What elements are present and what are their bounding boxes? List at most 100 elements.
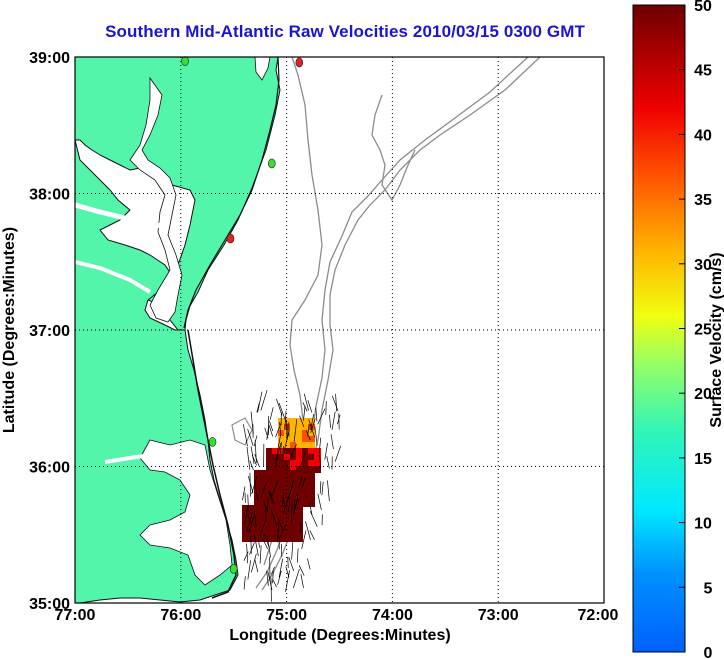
velocity-arrow bbox=[337, 414, 341, 425]
velocity-arrow bbox=[298, 565, 305, 576]
velocity-cell bbox=[284, 448, 291, 455]
velocity-arrow bbox=[300, 573, 304, 589]
velocity-cell bbox=[272, 448, 279, 455]
velocity-arrow bbox=[249, 542, 255, 555]
velocity-cell bbox=[290, 466, 297, 473]
velocity-cell bbox=[296, 424, 303, 431]
velocity-arrow bbox=[253, 435, 258, 447]
velocity-cell bbox=[308, 436, 315, 443]
velocity-arrow bbox=[243, 576, 246, 590]
lon-tick-labels: 77:00 76:00 75:00 74:00 73:00 72:00 bbox=[55, 607, 619, 624]
velocity-cell bbox=[254, 523, 261, 530]
velocity-cell bbox=[254, 517, 261, 524]
velocity-arrow bbox=[287, 500, 291, 512]
velocity-cell bbox=[302, 488, 309, 495]
velocity-cell bbox=[296, 517, 303, 524]
velocity-arrow bbox=[282, 446, 284, 457]
delaware-bay bbox=[254, 57, 271, 81]
velocity-cell bbox=[290, 436, 297, 443]
velocity-cell bbox=[296, 430, 303, 437]
velocity-cell bbox=[284, 442, 291, 449]
velocity-cell bbox=[278, 535, 285, 542]
velocity-cell bbox=[284, 488, 291, 495]
bathymetry-contour-3 bbox=[371, 94, 416, 202]
velocity-cell bbox=[254, 500, 261, 507]
velocity-cell bbox=[266, 482, 273, 489]
velocity-cell bbox=[266, 466, 273, 473]
lon-tick: 76:00 bbox=[160, 607, 201, 624]
velocity-cell bbox=[242, 505, 249, 512]
velocity-cell bbox=[302, 454, 309, 461]
colorbar-label: Surface Velocity (cm/s) bbox=[708, 252, 724, 427]
velocity-arrow bbox=[279, 441, 282, 454]
velocity-cell bbox=[260, 505, 267, 512]
velocity-cell bbox=[254, 488, 261, 495]
velocity-cell bbox=[290, 482, 297, 489]
colorbar-tick: 40 bbox=[694, 127, 712, 144]
velocity-cell bbox=[254, 470, 261, 477]
velocity-arrow bbox=[254, 480, 259, 501]
station-marker bbox=[226, 233, 235, 244]
velocity-arrow bbox=[289, 444, 297, 460]
velocity-cell bbox=[308, 500, 315, 507]
velocity-cell bbox=[290, 529, 297, 536]
velocity-cell bbox=[266, 470, 273, 477]
velocity-arrow bbox=[334, 445, 342, 462]
velocity-cell bbox=[296, 442, 303, 449]
velocity-arrow bbox=[309, 511, 318, 527]
velocity-cell bbox=[290, 488, 297, 495]
velocity-cell bbox=[272, 523, 279, 530]
velocity-cell bbox=[284, 505, 291, 512]
velocity-cell bbox=[266, 505, 273, 512]
velocity-arrow bbox=[317, 408, 326, 425]
velocity-cell bbox=[278, 511, 285, 518]
velocity-cell bbox=[302, 424, 309, 431]
velocity-cell bbox=[278, 460, 285, 467]
velocity-cell bbox=[290, 430, 297, 437]
velocity-arrow bbox=[285, 570, 290, 592]
x-axis-label: Longitude (Degrees:Minutes) bbox=[229, 627, 450, 644]
river-albemarle bbox=[104, 452, 171, 464]
lat-tick: 39:00 bbox=[29, 50, 70, 67]
velocity-arrow bbox=[330, 434, 334, 449]
velocity-arrow bbox=[269, 407, 274, 420]
velocity-arrow bbox=[265, 506, 267, 518]
velocity-arrow bbox=[277, 521, 280, 543]
velocity-arrow bbox=[301, 477, 306, 488]
colorbar-tick: 10 bbox=[694, 516, 712, 533]
velocity-cell bbox=[296, 511, 303, 518]
velocity-cell bbox=[302, 436, 309, 443]
bathymetry-shoal bbox=[231, 417, 253, 446]
velocity-arrow bbox=[266, 570, 269, 586]
velocity-arrow bbox=[288, 557, 295, 571]
velocity-arrow bbox=[331, 411, 336, 430]
velocity-cell bbox=[278, 454, 285, 461]
velocity-cell bbox=[296, 470, 303, 477]
velocity-arrow bbox=[278, 558, 284, 578]
velocity-arrow bbox=[266, 498, 269, 512]
velocity-arrow bbox=[319, 454, 322, 469]
velocity-arrow bbox=[254, 558, 259, 573]
velocity-arrow bbox=[259, 545, 262, 564]
velocity-cell bbox=[254, 535, 261, 542]
velocity-arrow bbox=[249, 472, 251, 497]
velocity-arrow bbox=[260, 389, 268, 411]
velocity-arrow bbox=[250, 411, 254, 435]
velocity-cell bbox=[266, 511, 273, 518]
velocity-cell bbox=[254, 476, 261, 483]
river-york bbox=[75, 260, 152, 294]
velocity-arrow bbox=[307, 400, 313, 413]
velocity-cell bbox=[278, 442, 285, 449]
velocity-arrow bbox=[301, 530, 307, 549]
velocity-cell bbox=[272, 476, 279, 483]
velocity-cell bbox=[272, 494, 279, 501]
velocity-cell bbox=[284, 482, 291, 489]
velocity-cell bbox=[266, 454, 273, 461]
velocity-cell bbox=[302, 466, 309, 473]
velocity-arrow bbox=[317, 493, 322, 511]
lat-tick: 37:00 bbox=[29, 323, 70, 340]
eastern-shore bbox=[183, 57, 280, 329]
velocity-arrow bbox=[308, 419, 315, 438]
velocity-arrow bbox=[250, 553, 257, 573]
velocity-cell bbox=[272, 470, 279, 477]
